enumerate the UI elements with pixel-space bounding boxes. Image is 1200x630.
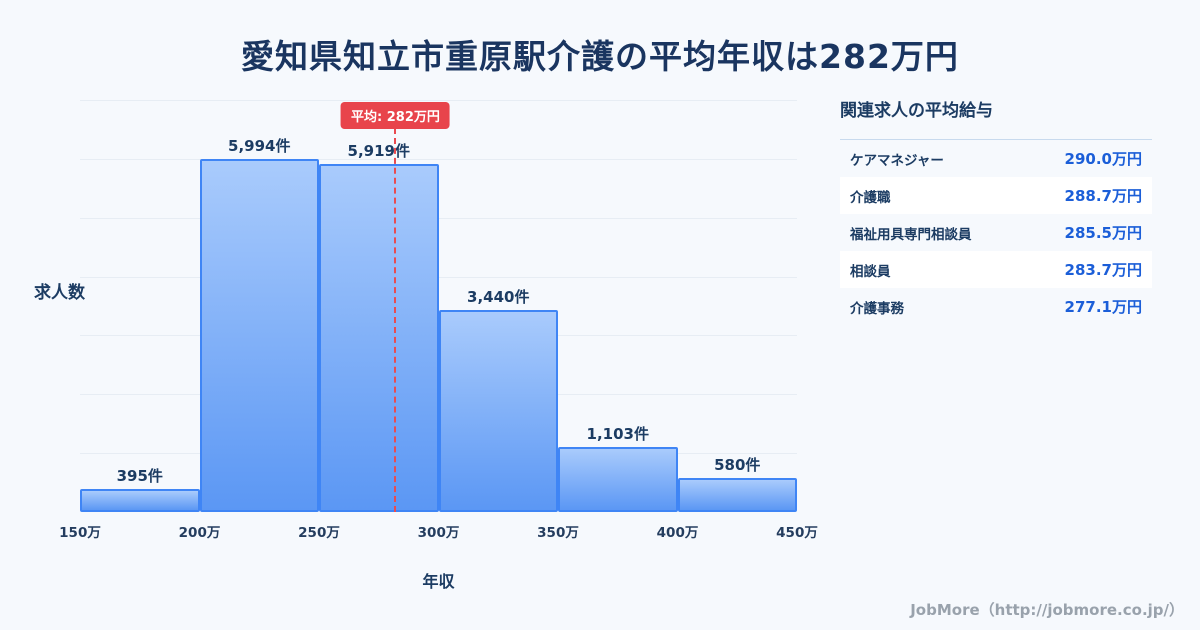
x-tick-label: 400万 [656, 525, 699, 541]
x-tick-label: 250万 [298, 525, 340, 541]
bar-value-label: 3,440件 [467, 287, 530, 306]
salary-row: ケアマネジャー 290.0万円 [840, 140, 1152, 177]
histogram-bar [199, 159, 319, 512]
page-title: 愛知県知立市重原駅介護の平均年収は282万円 [241, 37, 959, 76]
x-axis-label: 年収 [422, 572, 455, 591]
histogram-bar [80, 488, 200, 512]
salary-row-value: 285.5万円 [1064, 224, 1142, 242]
y-axis-label: 求人数 [34, 283, 85, 303]
salary-row-value: 283.7万円 [1064, 261, 1142, 279]
bar-value-label: 395件 [116, 466, 163, 485]
salary-list: ケアマネジャー 290.0万円介護職 288.7万円福祉用具専門相談員 285.5万円… [840, 139, 1152, 325]
x-tick-label: 150万 [59, 525, 101, 541]
gridline [80, 217, 797, 219]
gridline [80, 100, 797, 101]
salary-row-label: 介護職 [850, 189, 891, 206]
salary-row-label: 相談員 [850, 263, 891, 280]
salary-row-label: ケアマネジャー [850, 152, 944, 169]
gridline [80, 276, 797, 278]
salary-row: 福祉用具専門相談員 285.5万円 [840, 214, 1152, 251]
histogram-bar [558, 447, 678, 512]
histogram-bar [319, 163, 439, 512]
footer-credit: JobMore（http://jobmore.co.jp/） [910, 601, 1184, 619]
histogram-bar [677, 477, 797, 512]
salary-row-label: 介護事務 [850, 300, 904, 317]
x-tick-label: 200万 [178, 525, 221, 541]
salary-row-value: 288.7万円 [1064, 187, 1142, 205]
bar-value-label: 1,103件 [586, 425, 649, 444]
average-badge: 平均: 282万円 [341, 102, 450, 129]
x-tick-label: 350万 [537, 525, 579, 541]
x-tick-label: 450万 [776, 525, 818, 541]
average-line [394, 128, 397, 512]
salary-row-label: 福祉用具専門相談員 [850, 226, 972, 243]
plot-area: 395件 5,994件 5,919件 3,440件 1,103件 580件 150万 200万… [59, 100, 818, 541]
bar-value-label: 5,994件 [228, 137, 291, 156]
x-tick-label: 300万 [417, 525, 460, 541]
bar-value-label: 580件 [714, 455, 761, 474]
salary-row: 相談員 283.7万円 [840, 251, 1152, 288]
salary-row-value: 277.1万円 [1064, 298, 1142, 316]
related-salary-heading: 関連求人の平均給与 [840, 101, 993, 121]
salary-row: 介護事務 277.1万円 [840, 288, 1152, 325]
bar-value-label: 5,919件 [347, 141, 410, 160]
salary-row: 介護職 288.7万円 [840, 177, 1152, 214]
histogram-bar [438, 309, 558, 512]
gridline [80, 158, 797, 160]
related-salary-panel: 関連求人の平均給与 ケアマネジャー 290.0万円介護職 288.7万円福祉用具専門… [840, 96, 1152, 325]
salary-row-value: 290.0万円 [1064, 150, 1142, 168]
